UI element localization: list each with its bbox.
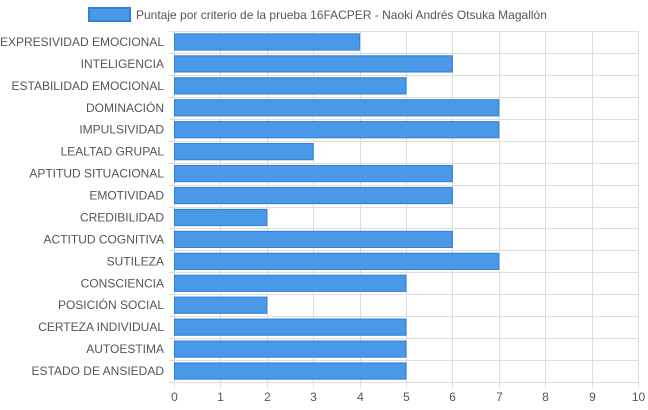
category-label: POSICIÓN SOCIAL (58, 297, 164, 312)
category-label: ACTITUD COGNITIVA (44, 232, 164, 246)
category-label: CERTEZA INDIVIDUAL (38, 320, 164, 334)
bar (174, 340, 407, 358)
bar (174, 274, 407, 292)
category-label: ESTABILIDAD EMOCIONAL (12, 79, 165, 93)
category-label: ESTADO DE ANSIEDAD (32, 364, 165, 378)
bar (174, 55, 453, 73)
x-tick-label: 0 (171, 390, 178, 404)
x-tick-label: 9 (589, 390, 596, 404)
bar (174, 296, 268, 314)
x-tick-label: 2 (264, 390, 271, 404)
x-tick-label: 1 (217, 390, 224, 404)
category-label: LEALTAD GRUPAL (61, 145, 165, 159)
bar (174, 99, 500, 117)
bar (174, 143, 314, 161)
category-label: INTELIGENCIA (81, 57, 164, 71)
x-tick-label: 7 (496, 390, 503, 404)
x-tick-label: 5 (403, 390, 410, 404)
category-label: EMOTIVIDAD (89, 189, 164, 203)
category-label: CREDIBILIDAD (80, 210, 164, 224)
category-label: EXPRESIVIDAD EMOCIONAL (0, 35, 164, 49)
bar (174, 164, 453, 183)
category-label: DOMINACIÓN (86, 100, 164, 115)
x-tick-label: 6 (449, 390, 456, 404)
bar (174, 318, 407, 336)
legend-swatch (88, 7, 131, 22)
x-tick-label: 10 (632, 390, 646, 404)
x-tick-label: 3 (310, 390, 317, 404)
category-labels: EXPRESIVIDAD EMOCIONAL INTELIGENCIA ESTABI… (0, 35, 164, 378)
bar (174, 362, 407, 380)
bars (174, 33, 500, 380)
bar (174, 33, 361, 51)
category-label: APTITUD SITUACIONAL (29, 167, 164, 181)
category-label: IMPULSIVIDAD (79, 123, 164, 137)
bar (174, 208, 268, 227)
legend-label: Puntaje por criterio de la prueba 16FACP… (136, 8, 547, 22)
x-tick-labels: 0 1 2 3 4 5 6 7 8 9 10 (171, 390, 645, 404)
legend[interactable]: Puntaje por criterio de la prueba 16FACP… (88, 7, 547, 22)
x-tick-label: 4 (357, 390, 364, 404)
bar (174, 77, 407, 95)
bar (174, 230, 453, 249)
bar (174, 252, 500, 270)
bar (174, 186, 453, 205)
category-label: CONSCIENCIA (81, 276, 164, 290)
bar (174, 121, 500, 139)
x-tick-label: 8 (542, 390, 549, 404)
category-label: AUTOESTIMA (86, 342, 164, 356)
category-label: SUTILEZA (107, 254, 164, 268)
